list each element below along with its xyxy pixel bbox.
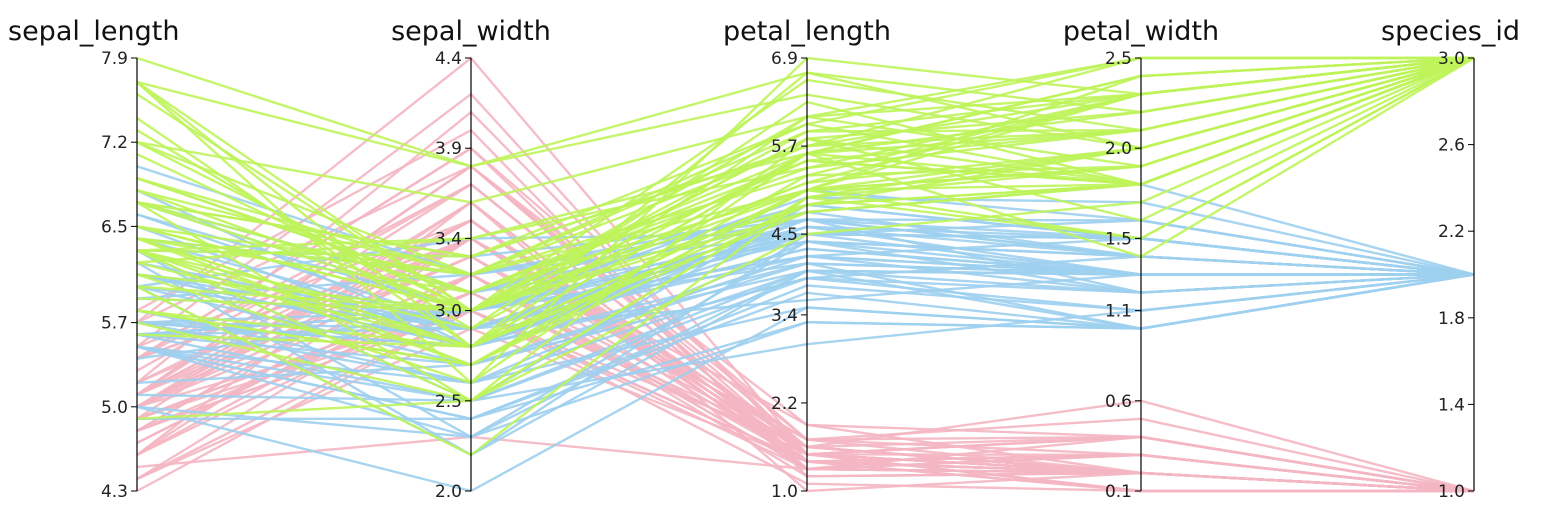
tick-label-sepal_width-1: 2.5 [435,392,462,412]
tick-label-species_id-4: 2.6 [1438,136,1465,156]
axis-title-petal_width: petal_width [1063,16,1219,47]
tick-label-petal_length-1: 2.2 [771,394,798,414]
series-species-2 [136,165,1475,493]
tick-label-petal_length-4: 5.7 [771,137,798,157]
tick-label-petal_length-2: 3.4 [771,306,798,326]
axis-title-petal_length: petal_length [723,16,891,47]
tick-label-sepal_length-1: 5.0 [101,398,128,418]
tick-label-sepal_length-5: 7.9 [101,49,128,69]
tick-label-species_id-3: 2.2 [1438,222,1465,242]
tick-label-sepal_width-4: 3.9 [435,139,462,159]
tick-label-sepal_length-2: 5.7 [101,314,128,334]
axis-title-sepal_width: sepal_width [391,16,551,47]
tick-label-petal_width-2: 1.1 [1105,302,1132,322]
tick-label-petal_length-0: 1.0 [771,482,798,502]
tick-label-species_id-5: 3.0 [1438,49,1465,69]
tick-label-sepal_length-3: 6.5 [101,217,128,237]
tick-label-species_id-2: 1.8 [1438,309,1465,329]
tick-label-sepal_length-0: 4.3 [101,482,128,502]
tick-label-petal_width-3: 1.5 [1105,229,1132,249]
tick-label-petal_width-0: 0.1 [1105,482,1132,502]
axis-title-sepal_length: sepal_length [8,16,179,47]
tick-label-sepal_width-2: 3.0 [435,302,462,322]
tick-label-sepal_length-4: 7.2 [101,133,128,153]
tick-label-sepal_width-5: 4.4 [435,49,462,69]
tick-label-sepal_width-0: 2.0 [435,482,462,502]
tick-label-species_id-1: 1.4 [1438,395,1465,415]
tick-label-petal_length-5: 6.9 [771,49,798,69]
tick-label-petal_width-1: 0.6 [1105,392,1132,412]
data-lines [136,56,1475,493]
tick-label-petal_width-4: 2.0 [1105,139,1132,159]
axis-title-species_id: species_id [1381,16,1520,47]
tick-label-species_id-0: 1.0 [1438,482,1465,502]
tick-label-sepal_width-3: 3.4 [435,229,462,249]
tick-label-petal_width-5: 2.5 [1105,49,1132,69]
tick-label-petal_length-3: 4.5 [771,225,798,245]
